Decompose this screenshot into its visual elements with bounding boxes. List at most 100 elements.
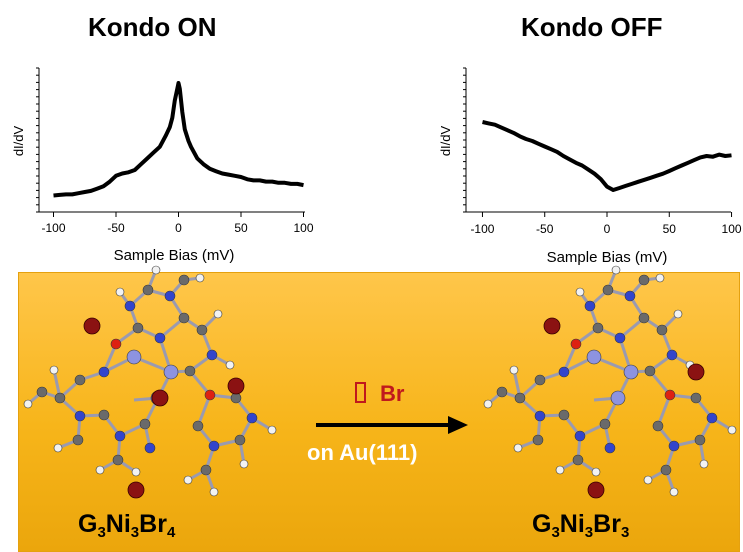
atom [652, 420, 664, 432]
x-tick-label: 0 [604, 222, 611, 236]
g3ni3br3-molecule-illustration [483, 265, 737, 499]
atom [496, 386, 508, 398]
formula-g3ni3br3: G3Ni3Br3 [532, 510, 629, 541]
atom [53, 443, 63, 453]
atom [98, 409, 110, 421]
atom [599, 418, 611, 430]
atom [669, 487, 679, 497]
formula-subscript: 3 [551, 524, 560, 541]
y-axis-label: dI/dV [438, 125, 453, 156]
atom [694, 434, 706, 446]
kondo-off-chart: -100 -50 0 50 100 dI/dV Sample Bias (mV) [438, 67, 742, 266]
atom [509, 365, 519, 375]
bromine-atom [83, 317, 101, 335]
x-axis-label: Sample Bias (mV) [114, 247, 235, 264]
atom [513, 443, 523, 453]
bromine-atom [227, 377, 245, 395]
atom [570, 338, 582, 350]
atom [706, 412, 718, 424]
x-tick-label: -50 [107, 221, 125, 235]
atom [668, 440, 680, 452]
atom [638, 312, 650, 324]
atom [239, 459, 249, 469]
atom [534, 410, 546, 422]
x-tick-label: -100 [41, 221, 65, 235]
atom [586, 349, 602, 365]
atom [196, 324, 208, 336]
atom [246, 412, 258, 424]
atom [114, 430, 126, 442]
formula-letter: Br [139, 510, 167, 538]
x-tick-label: 50 [234, 221, 248, 235]
atom [727, 425, 737, 435]
atom [572, 454, 584, 466]
atom [575, 287, 585, 297]
atom [163, 364, 179, 380]
atom [690, 392, 702, 404]
formula-letter: Ni [559, 510, 585, 538]
reaction-condition-substrate: on Au(111) [307, 440, 418, 465]
atom [655, 273, 665, 283]
kondo-on-chart: -100 -50 0 50 100 dI/dV Sample Bias (mV) [11, 67, 314, 264]
bond [656, 394, 672, 427]
missing-glyph-icon [355, 382, 366, 403]
atom [614, 332, 626, 344]
atom [230, 392, 242, 404]
atom [673, 309, 683, 319]
atom [192, 420, 204, 432]
formula-subscript: 3 [130, 524, 140, 541]
atom [624, 290, 636, 302]
y-axis-label: dI/dV [11, 125, 26, 156]
x-tick-label: -100 [470, 222, 494, 236]
atom [611, 265, 621, 275]
atom [656, 324, 668, 336]
atom [200, 464, 212, 476]
atom [49, 365, 59, 375]
atom [555, 465, 565, 475]
atom [514, 392, 526, 404]
atom [534, 374, 546, 386]
atom [112, 454, 124, 466]
formula-letter: G [532, 510, 552, 538]
bond [196, 394, 212, 427]
formula-letter: G [78, 510, 98, 538]
atom [164, 290, 176, 302]
formula-letter: Ni [105, 510, 131, 538]
atom [209, 487, 219, 497]
atom [666, 349, 678, 361]
atom [638, 274, 650, 286]
atom [184, 365, 196, 377]
atom [574, 430, 586, 442]
dIdV-spectrum-line [482, 120, 732, 192]
bromine-atom [127, 481, 145, 499]
atom [610, 390, 626, 406]
bromine-atom [587, 481, 605, 499]
atom [623, 364, 639, 380]
x-tick-label: 0 [175, 221, 182, 235]
atom [208, 440, 220, 452]
atom [72, 434, 84, 446]
atom [178, 312, 190, 324]
x-tick-label: 100 [722, 222, 742, 236]
reaction-arrow-head [448, 416, 468, 434]
atom [558, 409, 570, 421]
bromine-atom [687, 363, 705, 381]
molecule-scheme-panel [18, 272, 740, 552]
g3ni3br4-molecule-illustration [23, 265, 277, 499]
atom [592, 322, 604, 334]
formula-subscript: 3 [620, 524, 630, 541]
x-tick-label: -50 [536, 222, 554, 236]
atom [206, 349, 218, 361]
formula-g3ni3br4: G3Ni3Br4 [78, 510, 175, 541]
atom [151, 265, 161, 275]
x-axis-label: Sample Bias (mV) [547, 249, 668, 266]
atom [142, 284, 154, 296]
atom [602, 284, 614, 296]
atom [178, 274, 190, 286]
atom [643, 475, 653, 485]
atom [558, 366, 570, 378]
chart-title-kondo-on: Kondo ON [88, 12, 217, 42]
chart-title-kondo-off: Kondo OFF [521, 12, 663, 42]
atom [195, 273, 205, 283]
